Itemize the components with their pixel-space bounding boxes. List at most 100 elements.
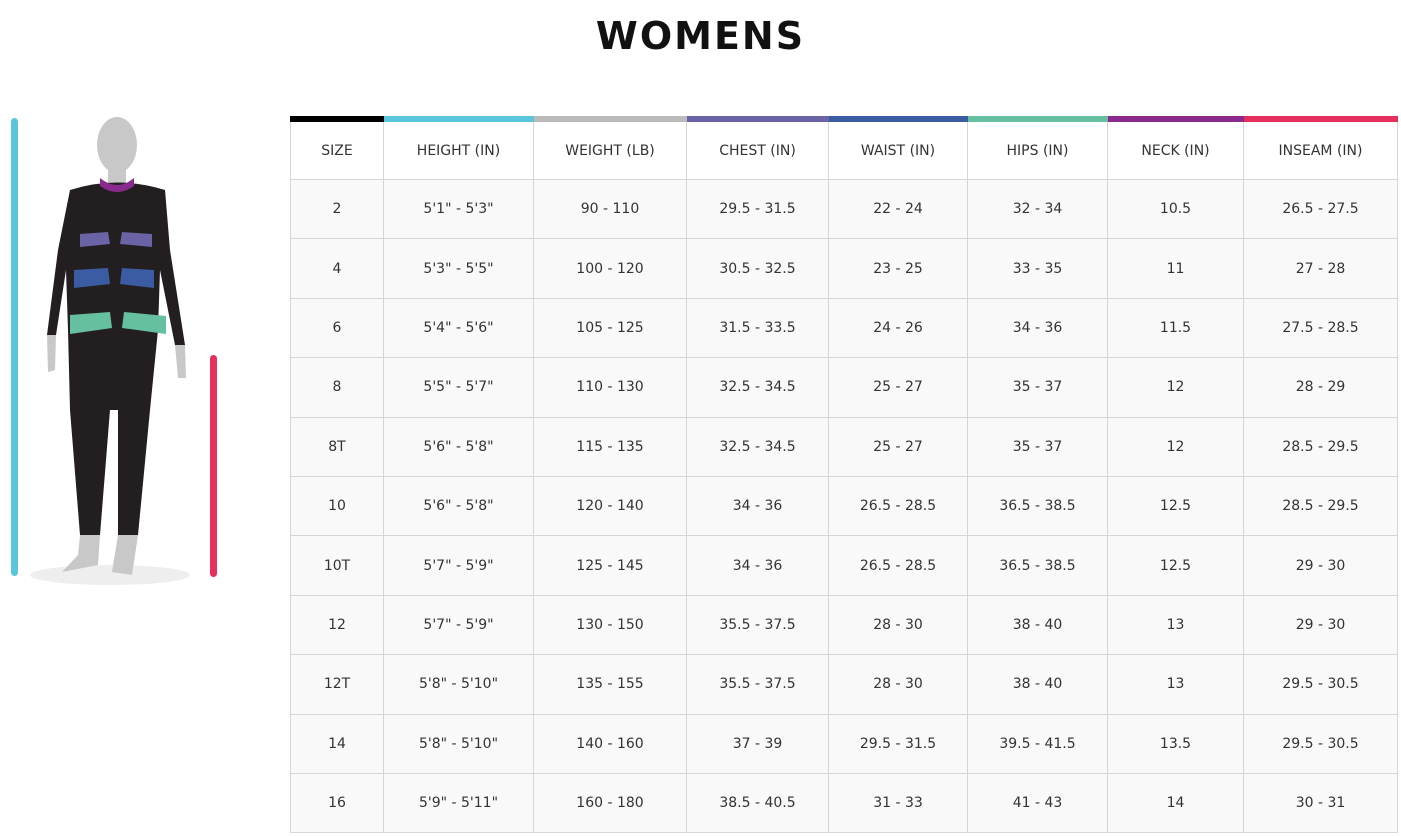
column-header: CHEST (IN) xyxy=(686,116,829,180)
table-cell: 28.5 - 29.5 xyxy=(1243,416,1398,477)
table-cell: 38 - 40 xyxy=(967,654,1108,715)
table-cell: 13 xyxy=(1107,654,1244,715)
chest-marker xyxy=(80,232,152,247)
table-cell: 140 - 160 xyxy=(533,713,687,774)
body-measurement-figure xyxy=(11,117,217,585)
table-row: 14 5'8" - 5'10" 140 - 160 37 - 39 29.5 - 31.… xyxy=(290,713,1398,774)
table-row: 4 5'3" - 5'5" 100 - 120 30.5 - 32.5 23 - 25 3… xyxy=(290,238,1398,299)
table-cell: 5'1" - 5'3" xyxy=(383,178,534,240)
table-cell: 120 - 140 xyxy=(533,475,687,537)
table-cell: 29.5 - 31.5 xyxy=(828,713,968,774)
table-cell: 10.5 xyxy=(1107,178,1244,240)
table-cell: 26.5 - 27.5 xyxy=(1243,178,1398,240)
neck-marker xyxy=(100,178,134,192)
table-cell: 31 - 33 xyxy=(828,772,968,834)
hips-marker xyxy=(70,312,166,334)
table-cell: 30.5 - 32.5 xyxy=(686,238,829,299)
table-cell: 5'5" - 5'7" xyxy=(383,357,534,418)
table-cell: 12.5 xyxy=(1107,475,1244,537)
table-cell: 35 - 37 xyxy=(967,416,1108,477)
table-cell: 135 - 155 xyxy=(533,654,687,715)
page-title: WOMENS xyxy=(595,14,806,58)
table-cell: 23 - 25 xyxy=(828,238,968,299)
table-cell: 12 xyxy=(1107,357,1244,418)
table-header-row: SIZE HEIGHT (IN) WEIGHT (LB) CHEST (IN) WAIS… xyxy=(290,116,1398,180)
table-cell: 105 - 125 xyxy=(533,297,687,359)
table-cell: 5'4" - 5'6" xyxy=(383,297,534,359)
table-cell: 16 xyxy=(290,772,384,834)
table-cell: 33 - 35 xyxy=(967,238,1108,299)
table-cell: 35 - 37 xyxy=(967,357,1108,418)
table-cell: 14 xyxy=(1107,772,1244,834)
table-cell: 5'8" - 5'10" xyxy=(383,713,534,774)
inseam-indicator-bar xyxy=(210,355,217,577)
table-cell: 130 - 150 xyxy=(533,594,687,656)
table-cell: 160 - 180 xyxy=(533,772,687,834)
table-cell: 35.5 - 37.5 xyxy=(686,594,829,656)
table-cell: 32.5 - 34.5 xyxy=(686,357,829,418)
table-cell: 24 - 26 xyxy=(828,297,968,359)
table-cell: 5'9" - 5'11" xyxy=(383,772,534,834)
table-cell: 13.5 xyxy=(1107,713,1244,774)
column-header: INSEAM (IN) xyxy=(1243,116,1398,180)
table-cell: 4 xyxy=(290,238,384,299)
table-cell: 25 - 27 xyxy=(828,357,968,418)
table-cell: 34 - 36 xyxy=(967,297,1108,359)
table-cell: 5'8" - 5'10" xyxy=(383,654,534,715)
table-cell: 36.5 - 38.5 xyxy=(967,475,1108,537)
height-indicator-bar xyxy=(11,118,18,576)
table-row: 10T 5'7" - 5'9" 125 - 145 34 - 36 26.5 - 28.… xyxy=(290,535,1398,596)
table-row: 10 5'6" - 5'8" 120 - 140 34 - 36 26.5 - 28.5… xyxy=(290,475,1398,537)
table-cell: 32.5 - 34.5 xyxy=(686,416,829,477)
column-header: NECK (IN) xyxy=(1107,116,1244,180)
column-header: WEIGHT (LB) xyxy=(533,116,687,180)
table-cell: 28 - 29 xyxy=(1243,357,1398,418)
table-row: 12 5'7" - 5'9" 130 - 150 35.5 - 37.5 28 - 30… xyxy=(290,594,1398,656)
table-cell: 29.5 - 31.5 xyxy=(686,178,829,240)
table-cell: 29 - 30 xyxy=(1243,535,1398,596)
table-row: 8 5'5" - 5'7" 110 - 130 32.5 - 34.5 25 - 27 3… xyxy=(290,357,1398,418)
table-cell: 22 - 24 xyxy=(828,178,968,240)
column-header: HIPS (IN) xyxy=(967,116,1108,180)
table-cell: 5'7" - 5'9" xyxy=(383,535,534,596)
table-cell: 38 - 40 xyxy=(967,594,1108,656)
table-cell: 38.5 - 40.5 xyxy=(686,772,829,834)
table-cell: 27.5 - 28.5 xyxy=(1243,297,1398,359)
column-header: WAIST (IN) xyxy=(828,116,968,180)
table-cell: 14 xyxy=(290,713,384,774)
table-cell: 29.5 - 30.5 xyxy=(1243,713,1398,774)
table-cell: 10T xyxy=(290,535,384,596)
table-cell: 37 - 39 xyxy=(686,713,829,774)
waist-marker xyxy=(74,268,154,288)
table-cell: 100 - 120 xyxy=(533,238,687,299)
table-cell: 12 xyxy=(290,594,384,656)
table-cell: 28 - 30 xyxy=(828,654,968,715)
table-cell: 34 - 36 xyxy=(686,475,829,537)
table-cell: 32 - 34 xyxy=(967,178,1108,240)
table-cell: 115 - 135 xyxy=(533,416,687,477)
table-cell: 31.5 - 33.5 xyxy=(686,297,829,359)
table-cell: 110 - 130 xyxy=(533,357,687,418)
table-cell: 41 - 43 xyxy=(967,772,1108,834)
table-cell: 5'3" - 5'5" xyxy=(383,238,534,299)
table-row: 12T 5'8" - 5'10" 135 - 155 35.5 - 37.5 28 - … xyxy=(290,654,1398,715)
table-row: 8T 5'6" - 5'8" 115 - 135 32.5 - 34.5 25 - 27… xyxy=(290,416,1398,477)
table-cell: 36.5 - 38.5 xyxy=(967,535,1108,596)
table-row: 16 5'9" - 5'11" 160 - 180 38.5 - 40.5 31 - 3… xyxy=(290,772,1398,834)
column-header: HEIGHT (IN) xyxy=(383,116,534,180)
table-cell: 29 - 30 xyxy=(1243,594,1398,656)
table-row: 2 5'1" - 5'3" 90 - 110 29.5 - 31.5 22 - 24 32… xyxy=(290,178,1398,240)
table-cell: 35.5 - 37.5 xyxy=(686,654,829,715)
table-cell: 26.5 - 28.5 xyxy=(828,475,968,537)
table-cell: 34 - 36 xyxy=(686,535,829,596)
table-cell: 30 - 31 xyxy=(1243,772,1398,834)
table-cell: 11 xyxy=(1107,238,1244,299)
table-cell: 12T xyxy=(290,654,384,715)
table-cell: 8 xyxy=(290,357,384,418)
table-cell: 12 xyxy=(1107,416,1244,477)
table-cell: 12.5 xyxy=(1107,535,1244,596)
table-cell: 2 xyxy=(290,178,384,240)
table-cell: 5'6" - 5'8" xyxy=(383,416,534,477)
table-cell: 5'7" - 5'9" xyxy=(383,594,534,656)
table-cell: 11.5 xyxy=(1107,297,1244,359)
